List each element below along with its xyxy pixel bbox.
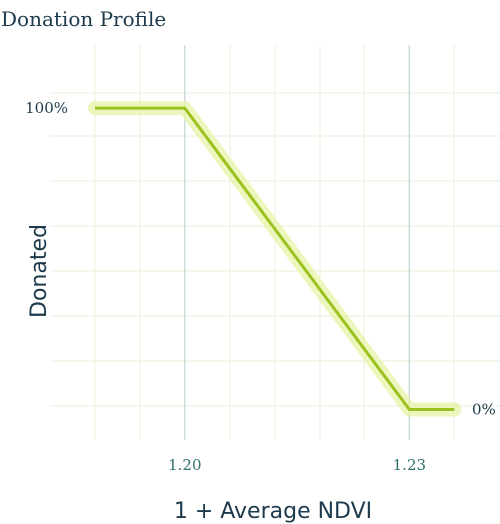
x-tick-label: 1.20 bbox=[168, 456, 201, 474]
chart-title: Donation Profile bbox=[1, 7, 166, 31]
y-axis-label: Donated bbox=[27, 224, 52, 318]
reference-lines bbox=[184, 45, 410, 440]
x-tick-label: 1.23 bbox=[393, 456, 426, 474]
x-tick-labels: 1.20 1.23 bbox=[168, 456, 426, 474]
series-line bbox=[95, 106, 455, 411]
x-axis-label: 1 + Average NDVI bbox=[174, 499, 372, 524]
series-group bbox=[88, 101, 462, 417]
y-tick-labels: 100% 0% bbox=[25, 99, 496, 418]
y-tick-label: 100% bbox=[25, 99, 68, 117]
y-tick-label: 0% bbox=[472, 401, 496, 419]
